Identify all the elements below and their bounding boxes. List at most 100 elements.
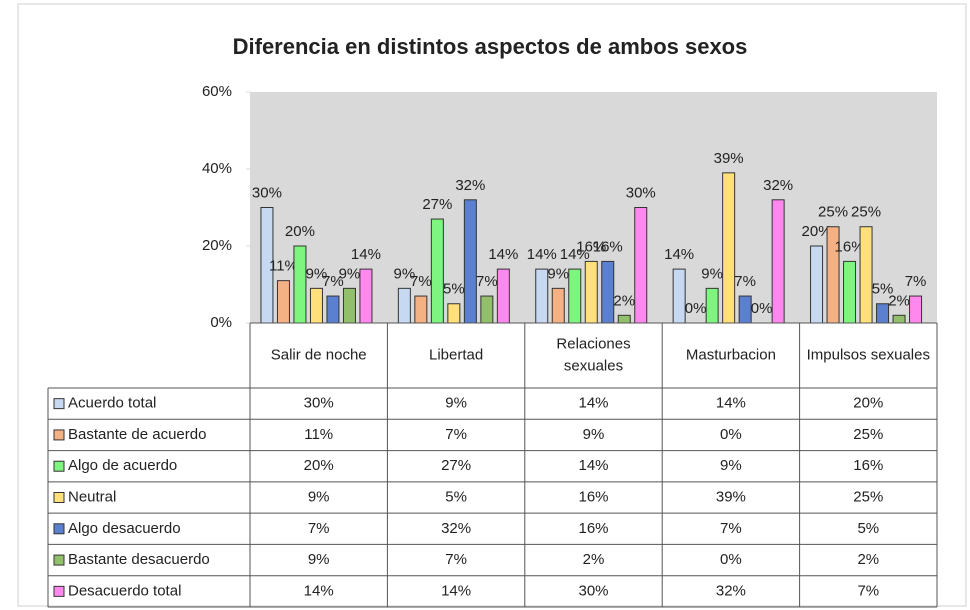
table-cell: 5%	[445, 488, 467, 505]
table-cell: 0%	[720, 426, 742, 443]
bar	[551, 287, 565, 324]
data-label: 7%	[905, 273, 927, 290]
bar	[810, 245, 824, 324]
bar	[738, 295, 752, 324]
bar	[293, 245, 307, 324]
bar	[722, 172, 736, 324]
bar	[414, 295, 428, 324]
table-cell: 5%	[857, 520, 879, 537]
data-label: 25%	[851, 204, 881, 221]
bar	[909, 295, 923, 324]
data-label: 16%	[593, 238, 623, 255]
legend-swatch	[53, 585, 65, 597]
data-label: 7%	[734, 273, 756, 290]
table-cell: 7%	[445, 551, 467, 568]
y-tick-label: 20%	[202, 237, 232, 254]
data-label: 5%	[872, 281, 894, 298]
bar	[601, 260, 615, 324]
bar	[480, 295, 494, 324]
bar	[430, 218, 444, 324]
table-cell: 30%	[578, 582, 608, 599]
data-label: 7%	[476, 273, 498, 290]
legend-swatch	[53, 554, 65, 566]
table-cell: 9%	[720, 457, 742, 474]
x-tick-label: Salir de noche	[271, 346, 367, 363]
bar	[672, 268, 686, 324]
legend-swatch	[53, 460, 65, 472]
data-label: 5%	[443, 281, 465, 298]
bar	[876, 303, 890, 324]
data-label: 9%	[394, 265, 416, 282]
data-label: 32%	[763, 177, 793, 194]
legend-swatch	[53, 429, 65, 441]
table-cell: 9%	[583, 426, 605, 443]
bar	[397, 287, 411, 324]
data-label: 27%	[422, 196, 452, 213]
data-label: 25%	[818, 204, 848, 221]
bar	[463, 199, 477, 324]
bar	[584, 260, 598, 324]
legend-label: Neutral	[68, 488, 116, 505]
legend-label: Bastante de acuerdo	[68, 426, 206, 443]
bar	[496, 268, 510, 324]
table-cell: 30%	[304, 395, 334, 412]
table-cell: 16%	[578, 488, 608, 505]
data-label: 14%	[351, 246, 381, 263]
x-tick-label: Libertad	[429, 346, 483, 363]
table-cell: 20%	[304, 457, 334, 474]
data-label: 7%	[410, 273, 432, 290]
table-cell: 9%	[308, 488, 330, 505]
table-cell: 16%	[853, 457, 883, 474]
table-cell: 2%	[583, 551, 605, 568]
data-label: 9%	[547, 265, 569, 282]
legend-swatch	[53, 492, 65, 503]
legend-swatch	[53, 398, 65, 410]
data-label: 9%	[339, 265, 361, 282]
legend-label: Algo desacuerdo	[68, 520, 181, 537]
bar	[276, 280, 290, 324]
bar	[535, 268, 549, 324]
y-tick-label: 40%	[202, 160, 232, 177]
table-cell: 11%	[304, 426, 333, 443]
y-tick-label: 0%	[210, 314, 232, 331]
data-label: 2%	[888, 292, 910, 309]
table-cell: 7%	[445, 426, 467, 443]
table-cell: 20%	[853, 395, 883, 412]
bar	[342, 287, 356, 324]
bar	[359, 268, 373, 324]
data-label: 14%	[560, 246, 590, 263]
x-tick-label: Relaciones sexuales	[556, 335, 630, 374]
x-tick-label: Masturbacion	[686, 346, 776, 363]
data-label: 30%	[626, 184, 656, 201]
table-cell: 32%	[441, 520, 471, 537]
data-label: 0%	[751, 300, 773, 317]
table-cell: 14%	[578, 457, 608, 474]
bar	[326, 295, 340, 324]
legend-label: Bastante desacuerdo	[68, 551, 210, 568]
x-tick-label: Impulsos sexuales	[807, 346, 930, 363]
table-cell: 9%	[445, 395, 467, 412]
chart-title: Diferencia en distintos aspectos de ambo…	[233, 34, 748, 59]
data-label: 20%	[285, 223, 315, 240]
bar	[892, 314, 906, 324]
data-label: 11%	[269, 258, 298, 275]
table-cell: 7%	[720, 520, 742, 537]
table-cell: 9%	[308, 551, 330, 568]
table-cell: 7%	[857, 582, 879, 599]
table-cell: 39%	[716, 488, 746, 505]
bar	[568, 268, 582, 324]
legend-swatch	[53, 523, 65, 535]
bar	[843, 260, 857, 324]
data-label: 16%	[576, 238, 606, 255]
legend-label: Algo de acuerdo	[68, 457, 177, 474]
table-cell: 27%	[441, 457, 471, 474]
data-label: 14%	[527, 246, 557, 263]
data-label: 9%	[306, 265, 328, 282]
data-label: 14%	[664, 246, 694, 263]
legend-label: Desacuerdo total	[68, 582, 181, 599]
bar	[771, 199, 785, 324]
table-cell: 7%	[308, 520, 330, 537]
table-cell: 14%	[578, 395, 608, 412]
table-cell: 14%	[304, 582, 334, 599]
